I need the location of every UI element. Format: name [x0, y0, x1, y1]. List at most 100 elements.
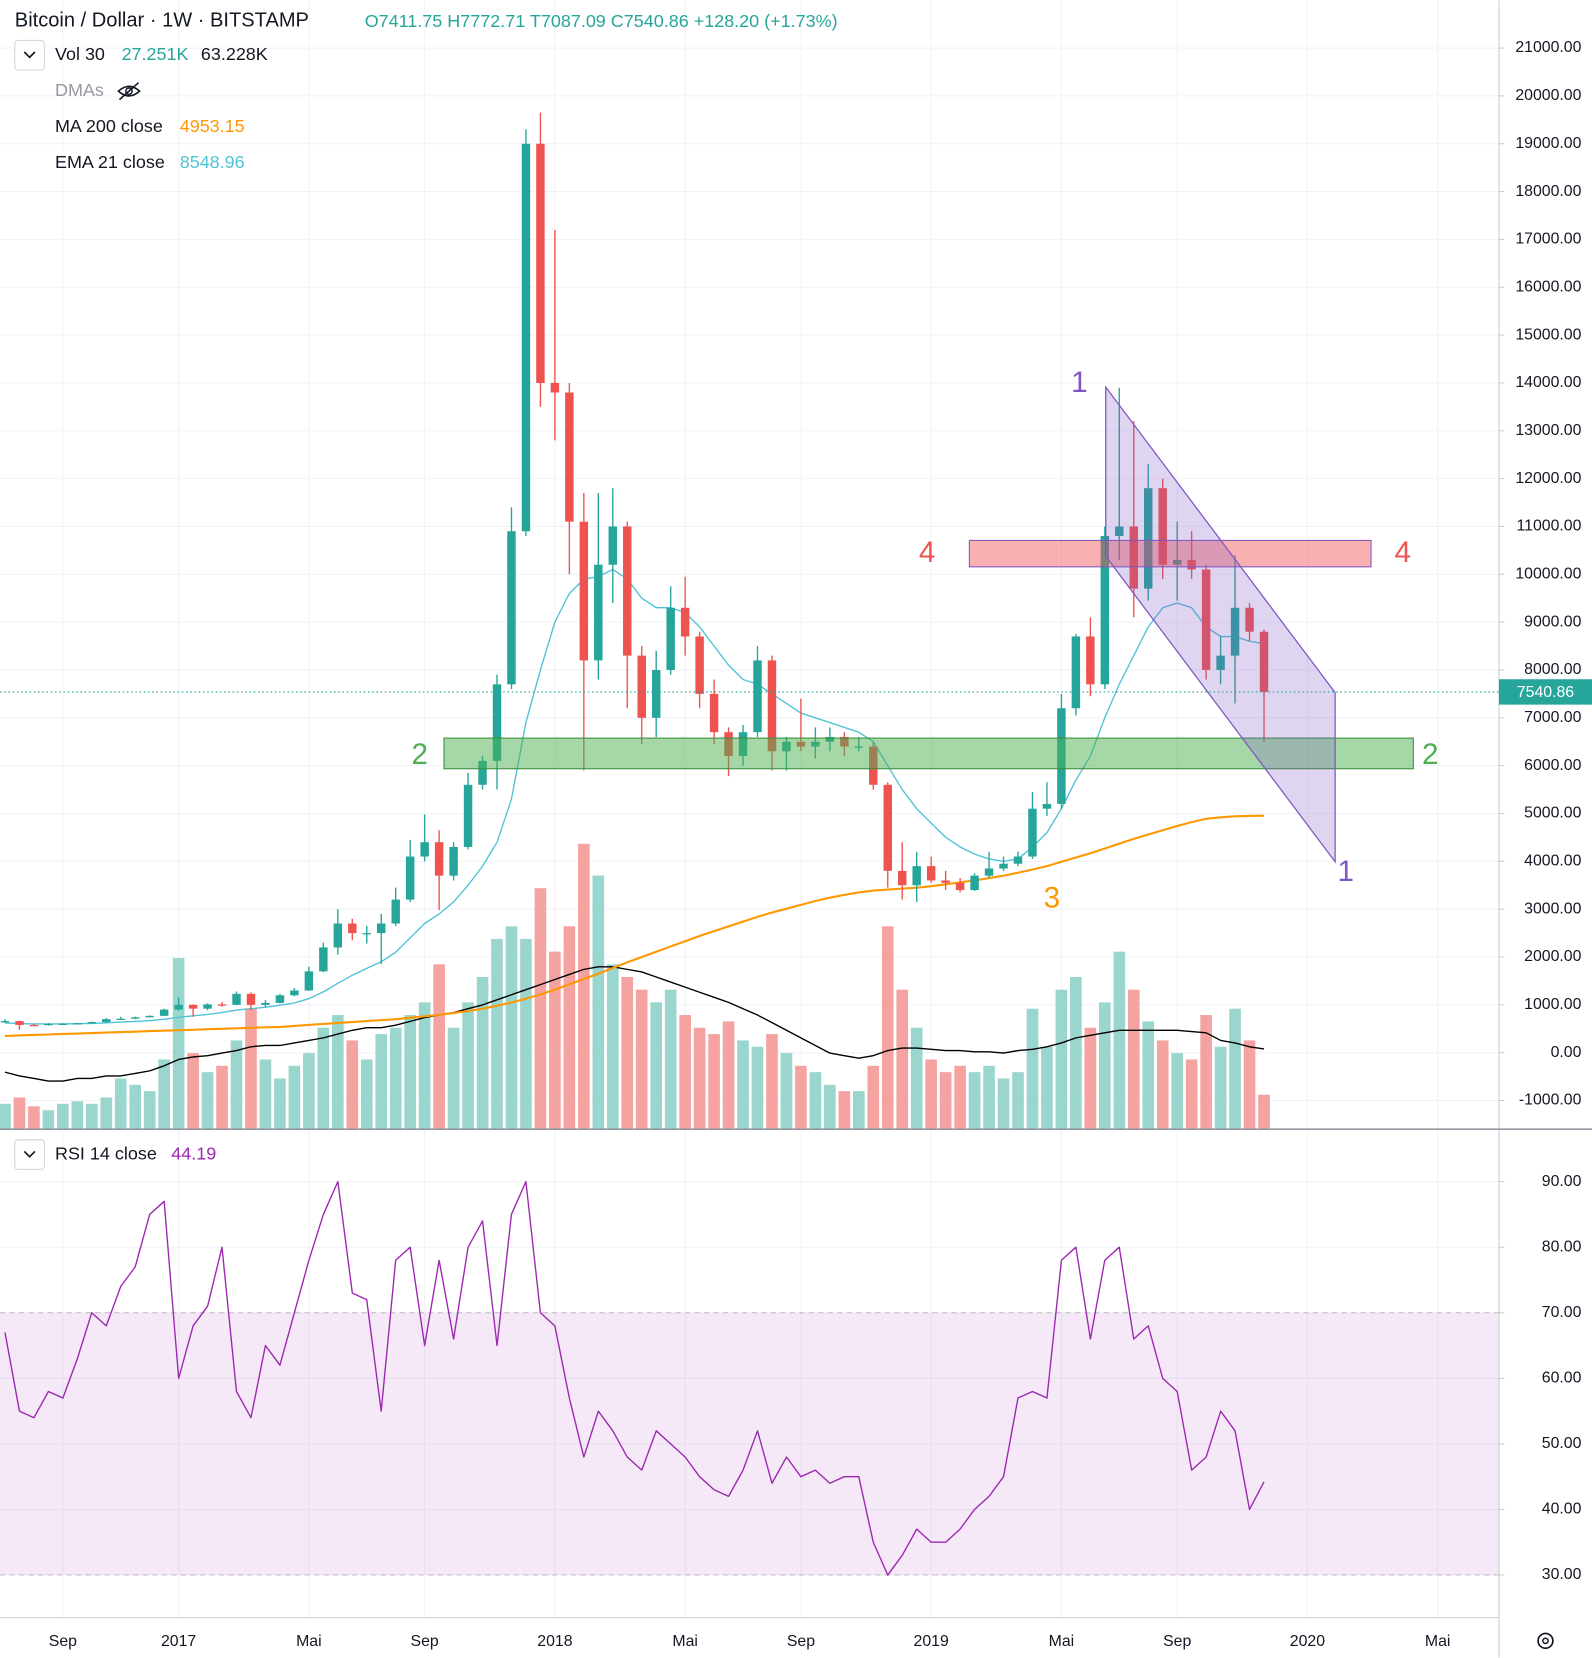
- collapse-button[interactable]: [14, 1139, 45, 1170]
- candle-body: [102, 1019, 111, 1023]
- volume-bar: [1200, 1015, 1212, 1130]
- volume-bar: [85, 1103, 98, 1130]
- volume-bar: [693, 1027, 706, 1130]
- visibility-toggle[interactable]: [117, 82, 141, 101]
- x-tick-label: 2018: [537, 1633, 572, 1650]
- y-tick-label: 13000.00: [1515, 422, 1581, 439]
- candle-body: [1172, 559, 1182, 565]
- candle-body: [130, 1017, 140, 1019]
- volume-bar: [520, 938, 532, 1130]
- volume-bar: [910, 1027, 923, 1130]
- gear[interactable]: [1537, 1632, 1554, 1650]
- y-tick-label: 16000.00: [1515, 278, 1581, 295]
- y-tick-label: 8000.00: [1524, 661, 1581, 678]
- volume-bar: [13, 1097, 26, 1130]
- candle-body: [463, 784, 473, 847]
- channel: [1105, 385, 1336, 864]
- candle-body: [507, 531, 516, 685]
- candle-body: [767, 660, 777, 752]
- legend-value: 63.228K: [201, 44, 268, 64]
- x-tick-label: Mai: [296, 1633, 322, 1650]
- legend-label: RSI 14 close: [55, 1143, 157, 1163]
- volume-bar: [867, 1065, 880, 1130]
- y-tick-label: 2000.00: [1524, 948, 1581, 965]
- y-tick-label: 9000.00: [1524, 613, 1581, 630]
- candle-body: [1071, 636, 1081, 709]
- candle-body: [565, 392, 574, 522]
- legend-label: MA 200 close: [55, 116, 163, 136]
- volume-bar: [259, 1059, 272, 1130]
- candle-body: [608, 526, 618, 565]
- candle-body: [362, 933, 371, 935]
- legend-value: 27.251K: [122, 44, 189, 64]
- candle-body: [941, 880, 950, 883]
- candle-body: [145, 1015, 154, 1018]
- candle-body: [651, 669, 661, 718]
- volume-bar: [1142, 1021, 1155, 1130]
- annotation: 1: [1071, 366, 1087, 399]
- y-tick-label: 60.00: [1542, 1370, 1582, 1387]
- legend: Bitcoin / Dollar · 1W · BITSTAMP O7411.7…: [14, 10, 838, 1170]
- chevron: [23, 51, 36, 59]
- candle-body: [0, 1021, 10, 1023]
- candle-body: [290, 990, 299, 996]
- settings-icon[interactable]: [1537, 1632, 1554, 1650]
- candle-body: [261, 1002, 270, 1005]
- y-tick-label: 3000.00: [1524, 900, 1581, 917]
- candle-body: [188, 1004, 198, 1009]
- volume-bar: [433, 964, 445, 1130]
- collapse-box[interactable]: [14, 39, 45, 71]
- ma-line: [4, 568, 1265, 1025]
- ohlc-values: O7411.75 H7772.71 T7087.09 C7540.86 +128…: [365, 11, 838, 31]
- collapse-box[interactable]: [14, 1139, 45, 1170]
- candle-body: [536, 143, 545, 383]
- candle-body: [623, 526, 632, 656]
- volume-bar: [216, 1065, 228, 1130]
- volume-bar: [1127, 989, 1140, 1130]
- candle-body: [883, 784, 892, 871]
- volume-bar: [679, 1015, 691, 1130]
- ma-line: [4, 814, 1264, 1038]
- volume-bar: [1070, 976, 1082, 1130]
- volume-bar: [28, 1106, 40, 1130]
- y-tick-label: 50.00: [1542, 1435, 1582, 1452]
- volume-bar: [1026, 1008, 1039, 1130]
- candle-body: [695, 636, 704, 694]
- collapse-button[interactable]: [14, 39, 45, 71]
- candle-body: [637, 655, 646, 718]
- candle-body: [1230, 607, 1240, 656]
- x-tick-label: Sep: [787, 1633, 815, 1650]
- y-tick-label: 80.00: [1542, 1238, 1582, 1255]
- candle-body: [1201, 569, 1211, 670]
- candle-body: [897, 870, 907, 886]
- candle-body: [1086, 636, 1095, 685]
- volume-bar: [57, 1103, 69, 1130]
- volume-bar: [881, 926, 894, 1130]
- volume-bar: [114, 1078, 127, 1130]
- candle-body: [1013, 856, 1023, 864]
- volume-bar: [852, 1091, 865, 1130]
- volume-bar: [751, 1046, 764, 1130]
- x-tick-label: 2019: [914, 1633, 949, 1650]
- volume-bar: [925, 1059, 937, 1130]
- candle-body: [753, 660, 762, 733]
- candle-body: [999, 863, 1008, 869]
- resistance-zone: [968, 539, 1372, 568]
- y-tick-label: 90.00: [1542, 1173, 1582, 1190]
- candle-body: [1187, 559, 1196, 570]
- annotation: 4: [1395, 536, 1411, 569]
- volume-bar: [1041, 1046, 1053, 1130]
- time-axis-bg: [0, 1617, 1499, 1658]
- y-tick-label: 11000.00: [1517, 518, 1582, 535]
- volume-bar: [404, 1015, 416, 1130]
- volume-bar: [143, 1091, 156, 1130]
- volume-bar: [332, 1015, 344, 1130]
- volume-bar: [172, 957, 185, 1130]
- volume-bar: [389, 1027, 402, 1130]
- candle-body: [203, 1004, 212, 1009]
- candle-body: [174, 1004, 183, 1010]
- volume-bar: [795, 1065, 807, 1130]
- annotation: 1: [1337, 855, 1353, 888]
- volume-bar: [201, 1072, 214, 1130]
- volume-bar: [1156, 1040, 1169, 1130]
